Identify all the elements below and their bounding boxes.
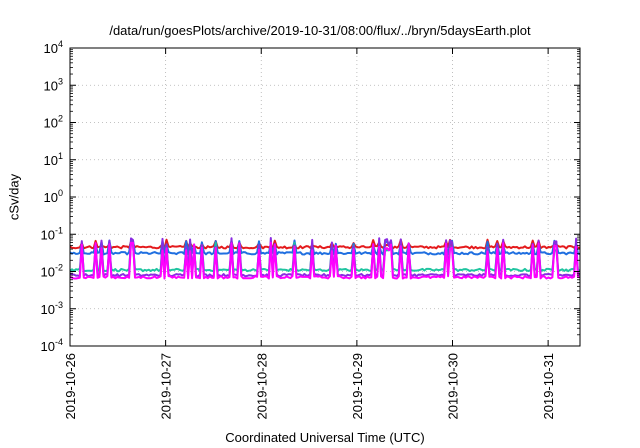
grid [70,48,580,346]
series-line [69,241,580,280]
y-axis: 10-4 10-3 10-2 10-1 100 101 102 103 104 [41,39,580,354]
chart-title: /data/run/goesPlots/archive/2019-10-31/0… [109,23,531,38]
y-tick-label: 10-4 [41,337,63,354]
y-tick-label: 104 [44,39,63,56]
y-tick-label: 100 [44,188,63,205]
x-tick-label: 2019-10-30 [446,353,461,420]
y-tick-label: 101 [44,151,63,168]
y-tick-label: 10-1 [41,225,63,242]
y-tick-label: 10-2 [41,263,63,280]
y-tick-label: 103 [44,76,63,93]
y-tick-label: 102 [44,114,63,131]
x-tick-label: 2019-10-29 [350,353,365,420]
y-axis-label: cSv/day [6,173,22,221]
series-line [69,239,581,256]
x-tick-label: 2019-10-27 [159,353,174,420]
y-tick-label: 10-3 [41,300,63,317]
x-tick-label: 2019-10-26 [63,353,78,420]
x-axis: 2019-10-26 2019-10-27 2019-10-28 2019-10-29… [63,48,556,420]
series-group [69,237,581,280]
x-tick-label: 2019-10-28 [254,353,269,420]
x-tick-label: 2019-10-31 [541,353,556,420]
series-line [69,238,581,250]
x-axis-label: Coordinated Universal Time (UTC) [225,430,425,445]
